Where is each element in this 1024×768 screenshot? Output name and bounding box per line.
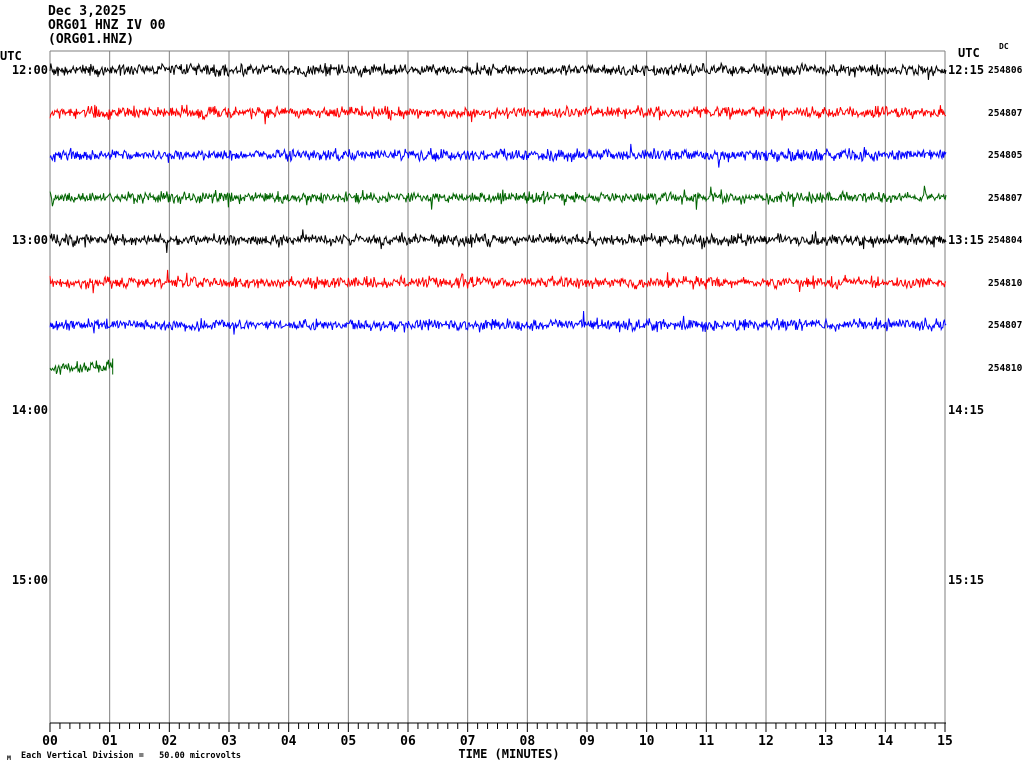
left-hour-label: 15:00 — [11, 573, 48, 587]
trace-row-2 — [49, 143, 947, 168]
dc-value: 254807 — [988, 107, 1023, 119]
x-tick-label: 14 — [877, 734, 894, 749]
right-hour-label: 13:15 — [948, 233, 985, 247]
plot-date: Dec 3,2025 — [48, 4, 127, 19]
right-hour-label: 12:15 — [948, 63, 985, 77]
watermark-glyph: M — [7, 754, 11, 762]
x-tick-label: 05 — [340, 734, 357, 749]
dc-value: 254805 — [988, 150, 1023, 161]
trace-row-0 — [49, 61, 947, 80]
x-tick-label: 07 — [459, 734, 476, 749]
dc-value: 254807 — [988, 320, 1023, 331]
x-tick-label: 13 — [817, 734, 834, 749]
x-tick-label: 00 — [42, 734, 58, 749]
trace-row-3 — [49, 185, 947, 210]
x-tick-label: 09 — [579, 734, 595, 749]
x-tick-label: 10 — [638, 734, 655, 749]
left-hour-label: 12:00 — [11, 63, 48, 77]
x-tick-label: 06 — [400, 734, 416, 749]
dc-value: 254810 — [988, 277, 1023, 289]
scale-note: Each Vertical Division = 50.00 microvolt… — [21, 751, 242, 761]
left-hour-label: 14:00 — [11, 403, 48, 417]
x-tick-label: 11 — [698, 734, 715, 749]
trace-row-7 — [49, 358, 114, 375]
x-tick-label: 02 — [161, 734, 178, 749]
x-axis-title: TIME (MINUTES) — [458, 747, 560, 761]
x-tick-label: 04 — [280, 734, 297, 749]
right-hour-label: 14:15 — [948, 403, 985, 417]
right-hour-label: 15:15 — [948, 573, 985, 587]
trace-row-6 — [49, 310, 947, 335]
trace-row-1 — [49, 104, 947, 125]
channel-id: (ORG01.HNZ) — [48, 32, 135, 47]
left-axis-label: UTC — [0, 49, 22, 63]
x-tick-label: 12 — [758, 734, 774, 749]
dc-value: 254804 — [988, 235, 1023, 246]
dc-value: 254807 — [988, 192, 1023, 204]
station-id: ORG01 HNZ IV 00 — [48, 18, 166, 33]
dc-column-label: DC — [999, 42, 1009, 51]
trace-row-5 — [49, 269, 947, 294]
x-tick-label: 15 — [937, 734, 953, 749]
left-hour-label: 13:00 — [11, 233, 48, 247]
x-tick-label: 08 — [519, 734, 536, 749]
dc-value: 254810 — [988, 362, 1023, 374]
dc-value: 254806 — [988, 65, 1023, 76]
x-tick-label: 01 — [101, 734, 118, 749]
trace-row-4 — [49, 229, 947, 253]
right-axis-label: UTC — [958, 46, 980, 60]
x-tick-label: 03 — [221, 734, 237, 749]
